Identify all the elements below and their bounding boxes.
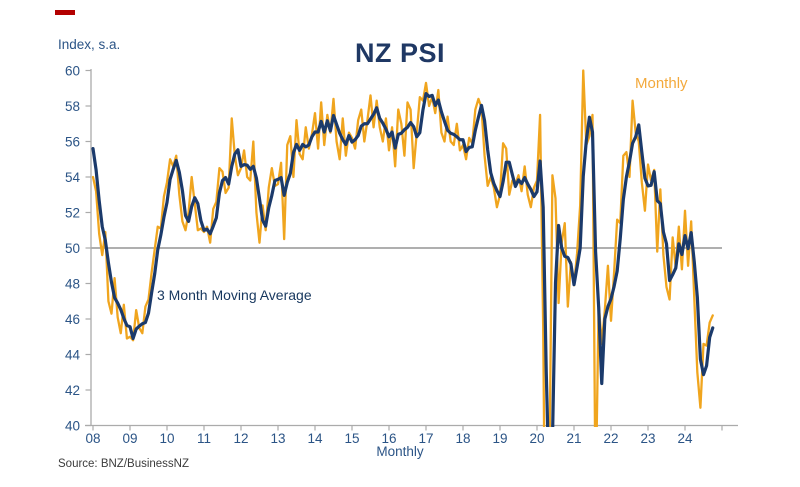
x-tick-label: 20 — [529, 431, 544, 446]
x-axis-title: Monthly — [376, 444, 424, 459]
x-tick-label: 08 — [85, 431, 100, 446]
x-tick-label: 11 — [197, 431, 211, 446]
x-tick-label: 22 — [603, 431, 618, 446]
x-tick-label: 13 — [270, 431, 285, 446]
y-tick-label: 42 — [65, 383, 80, 398]
x-tick-label: 24 — [677, 431, 693, 446]
y-tick-label: 46 — [65, 312, 80, 327]
y-tick-label: 48 — [65, 276, 80, 291]
y-axis-unit-label: Index, s.a. — [58, 37, 121, 52]
x-tick-label: 14 — [307, 431, 323, 446]
x-tick-label: 10 — [159, 431, 174, 446]
y-tick-label: 52 — [65, 205, 80, 220]
y-tick-label: 44 — [65, 347, 81, 362]
y-tick-label: 60 — [65, 63, 80, 78]
y-tick-label: 56 — [65, 134, 80, 149]
chart-title: NZ PSI — [354, 38, 445, 68]
y-tick-label: 50 — [65, 241, 80, 256]
y-tick-label: 58 — [65, 99, 80, 114]
monthly-series-line — [91, 69, 714, 427]
moving-average-series-line — [91, 91, 715, 427]
source-attribution: Source: BNZ/BusinessNZ — [58, 458, 190, 470]
x-tick-label: 23 — [640, 431, 655, 446]
x-tick-label: 19 — [492, 431, 507, 446]
x-tick-label: 15 — [344, 431, 359, 446]
moving-average-annotation: 3 Month Moving Average — [157, 287, 312, 303]
red-dash-mark — [55, 10, 75, 15]
x-tick-label: 17 — [418, 431, 433, 446]
y-tick-label: 40 — [65, 418, 80, 433]
x-tick-label: 09 — [122, 431, 137, 446]
x-tick-label: 12 — [233, 431, 248, 446]
x-tick-label: 16 — [381, 431, 396, 446]
x-tick-label: 21 — [566, 431, 581, 446]
x-tick-label: 18 — [455, 431, 470, 446]
y-tick-label: 54 — [65, 170, 81, 185]
legend-monthly-label: Monthly — [635, 75, 688, 92]
